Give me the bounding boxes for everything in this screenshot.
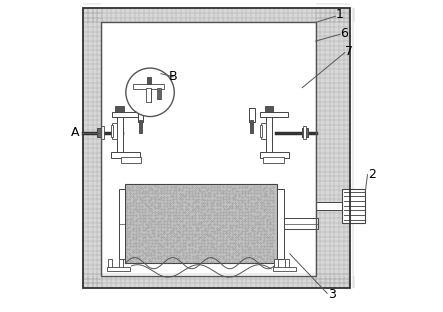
Bar — [261, 123, 266, 139]
Bar — [273, 267, 296, 271]
Bar — [112, 123, 117, 139]
Bar — [111, 125, 113, 137]
Bar — [125, 184, 277, 263]
Bar — [133, 84, 164, 89]
Bar — [83, 8, 350, 288]
Bar — [266, 111, 272, 153]
Bar — [138, 108, 143, 122]
Bar — [260, 152, 289, 158]
Bar — [249, 108, 255, 122]
Bar — [264, 106, 273, 112]
Bar — [284, 218, 318, 229]
Text: 3: 3 — [328, 288, 336, 301]
Text: A: A — [70, 126, 79, 139]
Text: 2: 2 — [368, 168, 376, 181]
Bar — [277, 189, 284, 259]
Bar — [250, 120, 253, 133]
Bar — [158, 89, 160, 99]
Bar — [107, 267, 130, 271]
Bar — [147, 77, 151, 84]
Text: 1: 1 — [336, 8, 343, 21]
Bar — [111, 152, 140, 158]
Bar — [117, 111, 123, 153]
Circle shape — [126, 68, 174, 117]
Bar — [119, 189, 125, 259]
Text: 7: 7 — [345, 46, 353, 58]
Bar — [285, 259, 289, 268]
Bar — [108, 259, 112, 268]
Bar — [157, 88, 161, 99]
Bar — [260, 125, 262, 137]
Bar — [112, 112, 140, 117]
Bar — [83, 8, 350, 288]
Bar — [274, 259, 278, 268]
Bar — [342, 189, 365, 223]
Bar — [119, 259, 123, 268]
Text: B: B — [169, 70, 178, 83]
Bar — [101, 126, 105, 139]
Bar — [260, 112, 288, 117]
Text: 6: 6 — [340, 27, 348, 40]
Bar — [303, 126, 306, 139]
Bar — [302, 128, 308, 137]
Bar — [101, 22, 315, 275]
Bar — [264, 157, 284, 163]
Bar — [115, 106, 124, 112]
Bar — [315, 202, 342, 210]
Bar — [146, 88, 152, 102]
Bar — [120, 157, 141, 163]
Bar — [140, 120, 142, 133]
Bar — [101, 22, 315, 275]
Bar — [97, 128, 104, 137]
